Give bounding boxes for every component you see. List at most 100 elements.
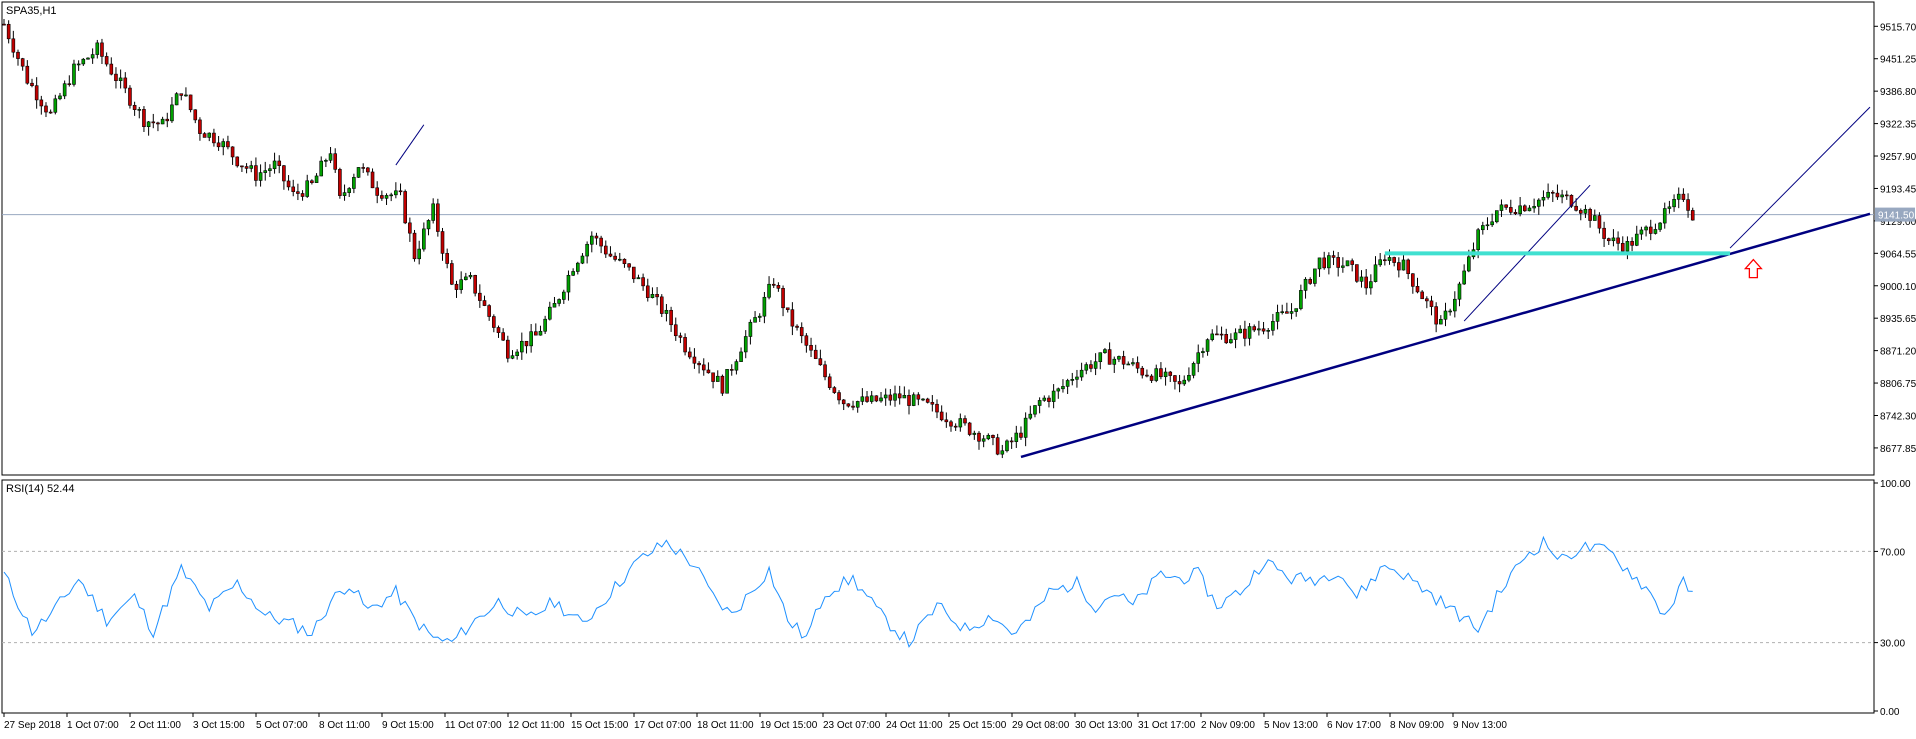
candle	[771, 278, 776, 289]
candle	[855, 400, 860, 413]
candle-body	[1317, 257, 1322, 270]
candle-body	[1397, 262, 1401, 271]
trendline[interactable]	[1729, 106, 1871, 249]
candle-body	[1299, 290, 1303, 309]
candle-body	[995, 437, 1000, 455]
candle-body	[939, 411, 944, 421]
candle-body	[506, 339, 510, 359]
trendline[interactable]	[395, 124, 425, 166]
candle-body	[62, 83, 67, 97]
candle	[1429, 295, 1434, 316]
candle	[1355, 264, 1359, 283]
candle-body	[1303, 278, 1308, 291]
candle-body	[1093, 361, 1098, 369]
candle-body	[291, 186, 296, 192]
candle	[1177, 374, 1182, 393]
candle	[1233, 328, 1238, 349]
arrow-up-icon[interactable]	[1743, 258, 1763, 279]
candle	[841, 398, 846, 411]
candle-body	[137, 109, 142, 111]
candle	[310, 179, 314, 185]
time-tick-label: 31 Oct 17:00	[1138, 720, 1196, 731]
candle	[179, 93, 184, 101]
candle	[678, 332, 683, 344]
candle-body	[561, 291, 566, 300]
candle-body	[991, 434, 995, 438]
candle-body	[1634, 233, 1639, 246]
candle-body	[1037, 400, 1042, 406]
candle-body	[72, 63, 76, 85]
candle	[1518, 196, 1522, 217]
candle-body	[902, 394, 907, 399]
candle-body	[1602, 227, 1606, 239]
candle-body	[1630, 241, 1634, 246]
candle-body	[1280, 311, 1285, 313]
candle-body	[1481, 225, 1485, 231]
candle	[100, 38, 104, 64]
candle-body	[44, 105, 48, 113]
candle	[1275, 304, 1280, 330]
candle-body	[1023, 417, 1028, 438]
candle	[207, 132, 212, 142]
candle	[235, 156, 240, 168]
candle-body	[869, 395, 874, 402]
candle	[226, 135, 230, 150]
candle-body	[1555, 192, 1560, 198]
candle	[580, 253, 585, 265]
time-tick-label: 17 Oct 07:00	[634, 720, 692, 731]
candle	[790, 302, 795, 336]
candle	[1546, 183, 1550, 200]
candle-body	[48, 111, 53, 114]
candle	[1285, 302, 1289, 314]
price-axis-ticks: 9515.70 9451.25 9386.80 9322.35 9257.90 9193.…	[1874, 22, 1916, 455]
candle	[473, 274, 477, 297]
price-tick-label: 9064.55	[1880, 249, 1916, 260]
candle-body	[785, 307, 790, 310]
candle	[1541, 190, 1546, 207]
candle	[436, 198, 440, 237]
time-tick-label: 25 Oct 15:00	[949, 720, 1007, 731]
rsi-tick-label: 100.00	[1880, 479, 1911, 490]
price-tick-label: 8677.85	[1880, 444, 1916, 455]
price-tick-label: 9257.90	[1880, 152, 1916, 163]
price-tick-label: 9193.45	[1880, 184, 1916, 195]
candle	[198, 117, 202, 141]
candle	[361, 163, 366, 173]
candle	[631, 266, 636, 283]
candle-body	[118, 77, 123, 82]
time-tick-label: 5 Oct 07:00	[256, 720, 308, 731]
candle-body	[795, 325, 799, 328]
candle-body	[1112, 358, 1117, 365]
candle	[1042, 395, 1047, 402]
price-panel-frame	[1, 1, 1875, 476]
candle-body	[123, 77, 128, 89]
candle	[991, 434, 995, 446]
candle	[669, 306, 673, 332]
candle	[515, 349, 519, 360]
candle	[67, 75, 72, 87]
candle-body	[156, 122, 160, 125]
candle	[1215, 325, 1219, 336]
candle	[995, 433, 1000, 456]
candle-body	[963, 418, 967, 424]
candle-body	[1210, 333, 1215, 340]
candle-body	[1215, 333, 1219, 336]
candle	[454, 280, 459, 298]
candle-body	[501, 332, 505, 341]
candle-body	[1187, 374, 1191, 381]
candle	[1653, 223, 1658, 235]
candle	[879, 392, 883, 403]
candle-body	[184, 94, 188, 97]
candle-body	[1350, 260, 1354, 265]
candle	[603, 240, 608, 258]
chart-annotations[interactable]	[395, 106, 1871, 459]
candle	[981, 435, 986, 448]
candle-body	[370, 171, 375, 189]
candle-body	[762, 296, 767, 317]
time-tick-label: 18 Oct 11:00	[697, 720, 754, 731]
candle-body	[851, 405, 855, 408]
candle-body	[977, 432, 981, 442]
candle-body	[272, 160, 277, 170]
